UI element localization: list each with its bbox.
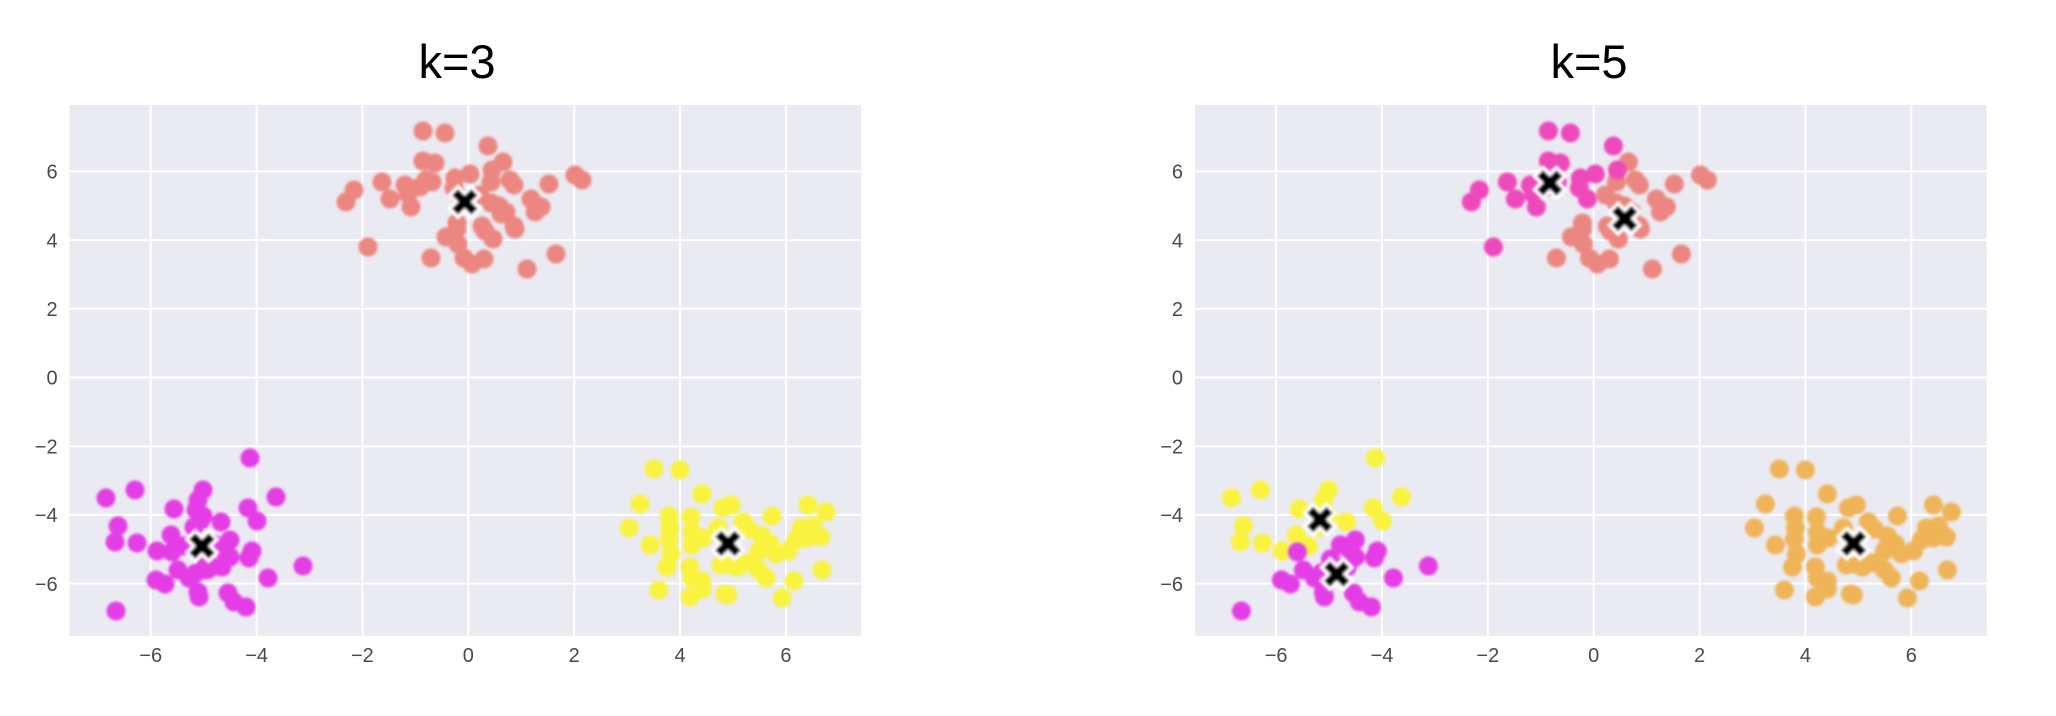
svg-text:−4: −4 <box>1371 645 1394 667</box>
svg-text:4: 4 <box>1800 645 1811 667</box>
svg-text:−2: −2 <box>351 645 374 667</box>
svg-text:4: 4 <box>1172 230 1183 252</box>
svg-text:6: 6 <box>1906 645 1917 667</box>
svg-text:2: 2 <box>1694 645 1705 667</box>
svg-text:k=3: k=3 <box>418 35 495 88</box>
svg-text:2: 2 <box>1172 299 1183 321</box>
svg-text:−2: −2 <box>1476 645 1499 667</box>
svg-text:−4: −4 <box>1160 505 1183 527</box>
svg-text:0: 0 <box>463 645 474 667</box>
svg-text:−6: −6 <box>35 574 58 596</box>
svg-text:k=5: k=5 <box>1550 35 1627 88</box>
svg-text:6: 6 <box>1172 162 1183 184</box>
svg-text:−2: −2 <box>35 436 58 458</box>
svg-text:2: 2 <box>569 645 580 667</box>
svg-text:0: 0 <box>1172 368 1183 390</box>
svg-text:6: 6 <box>46 162 57 184</box>
svg-text:6: 6 <box>780 645 791 667</box>
svg-text:−6: −6 <box>1160 574 1183 596</box>
svg-text:0: 0 <box>46 368 57 390</box>
svg-text:−2: −2 <box>1160 436 1183 458</box>
svg-text:−6: −6 <box>139 645 162 667</box>
svg-text:0: 0 <box>1588 645 1599 667</box>
svg-text:2: 2 <box>46 299 57 321</box>
svg-text:−6: −6 <box>1265 645 1288 667</box>
svg-text:−4: −4 <box>35 505 58 527</box>
svg-text:4: 4 <box>46 230 57 252</box>
svg-text:−4: −4 <box>245 645 268 667</box>
svg-text:4: 4 <box>674 645 685 667</box>
